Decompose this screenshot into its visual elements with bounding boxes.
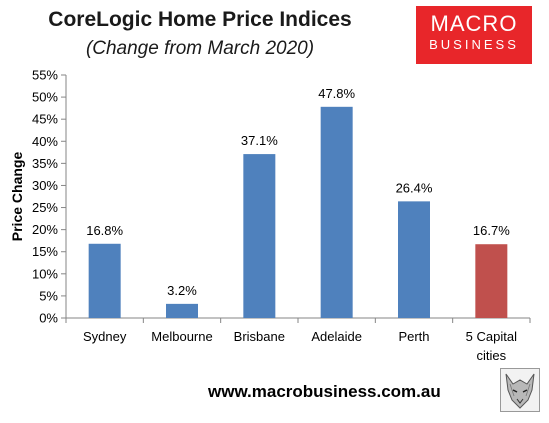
y-tick-label: 10% bbox=[32, 266, 58, 281]
y-tick-label: 15% bbox=[32, 244, 58, 259]
y-tick-label: 55% bbox=[32, 68, 58, 83]
x-tick-label: cities bbox=[477, 348, 507, 363]
bar bbox=[320, 106, 353, 318]
bar bbox=[166, 303, 198, 318]
y-tick-label: 50% bbox=[32, 90, 58, 105]
data-label: 47.8% bbox=[318, 86, 355, 101]
y-tick-label: 30% bbox=[32, 178, 58, 193]
y-tick-label: 20% bbox=[32, 222, 58, 237]
logo-line-2: BUSINESS bbox=[429, 37, 519, 52]
x-tick-label: Sydney bbox=[83, 329, 127, 344]
bar bbox=[88, 243, 121, 318]
x-tick-label: Brisbane bbox=[234, 329, 285, 344]
data-label: 37.1% bbox=[241, 133, 278, 148]
y-tick-label: 45% bbox=[32, 112, 58, 127]
data-label: 26.4% bbox=[396, 180, 433, 195]
logo-line-1: MACRO bbox=[430, 11, 518, 36]
data-label: 16.8% bbox=[86, 223, 123, 238]
wolf-icon bbox=[500, 368, 540, 412]
data-label: 16.7% bbox=[473, 223, 510, 238]
y-tick-label: 5% bbox=[39, 288, 58, 303]
bar bbox=[475, 244, 508, 318]
x-tick-label: Melbourne bbox=[151, 329, 212, 344]
x-tick-label: Perth bbox=[398, 329, 429, 344]
data-label: 3.2% bbox=[167, 283, 197, 298]
chart-title: CoreLogic Home Price Indices bbox=[48, 8, 352, 31]
bar bbox=[243, 154, 276, 318]
macrobusiness-logo: MACRO BUSINESS bbox=[416, 6, 532, 64]
y-tick-label: 0% bbox=[39, 311, 58, 326]
y-axis-title: Price Change bbox=[9, 152, 25, 242]
y-tick-label: 25% bbox=[32, 200, 58, 215]
y-tick-label: 40% bbox=[32, 134, 58, 149]
x-tick-label: Adelaide bbox=[311, 329, 362, 344]
chart-subtitle: (Change from March 2020) bbox=[85, 38, 315, 59]
footer-url: www.macrobusiness.com.au bbox=[208, 382, 441, 401]
y-tick-label: 35% bbox=[32, 156, 58, 171]
bar bbox=[398, 201, 430, 318]
x-tick-label: 5 Capital bbox=[466, 329, 517, 344]
